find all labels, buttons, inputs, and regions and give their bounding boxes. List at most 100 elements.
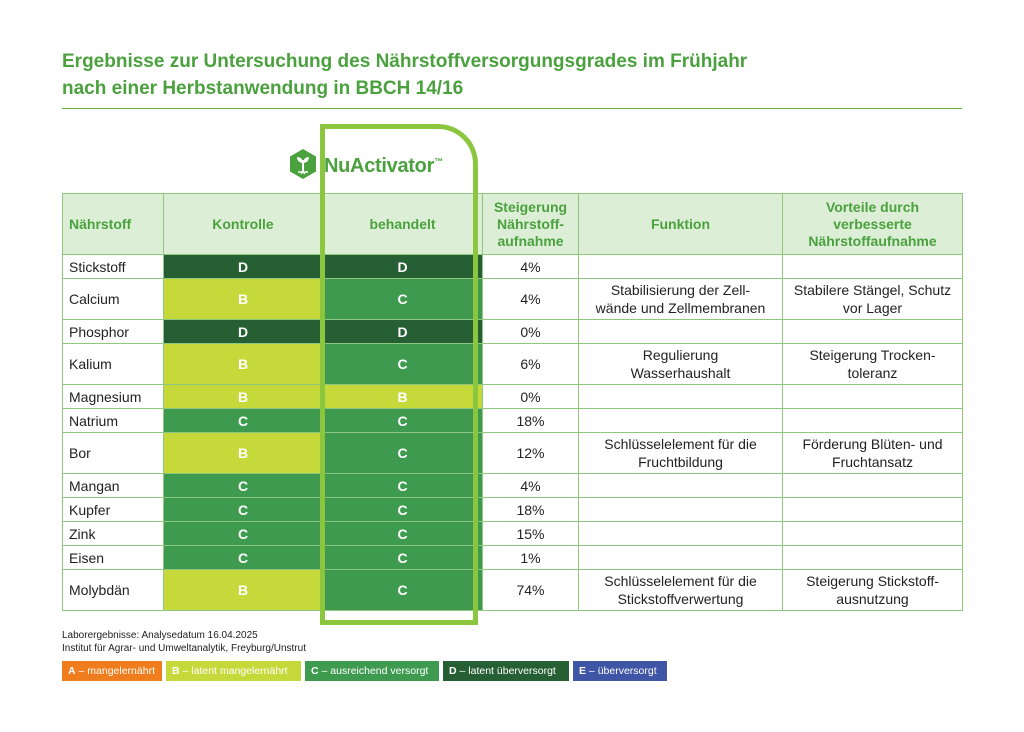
nutrient-name: Mangan <box>62 473 164 498</box>
treated-grade: D <box>322 254 483 279</box>
benefit-text <box>782 384 963 409</box>
nutrient-name: Kupfer <box>62 497 164 522</box>
table-row: Molybdän B C 74% Schlüsselelement für di… <box>62 569 963 611</box>
treated-grade: C <box>322 497 483 522</box>
nutrient-name: Zink <box>62 521 164 546</box>
nutrient-name: Molybdän <box>62 569 164 611</box>
table-row: Calcium B C 4% Stabilisierung der Zell-w… <box>62 278 963 320</box>
control-grade: C <box>163 473 323 498</box>
function-text <box>578 408 783 433</box>
nutrient-name: Phosphor <box>62 319 164 344</box>
treated-grade: C <box>322 278 483 320</box>
benefit-text: Förderung Blüten- und Fruchtansatz <box>782 432 963 474</box>
increase-value: 6% <box>482 343 579 385</box>
function-text <box>578 545 783 570</box>
benefit-text: Steigerung Trocken-toleranz <box>782 343 963 385</box>
function-text <box>578 254 783 279</box>
benefit-text <box>782 254 963 279</box>
treated-grade: C <box>322 521 483 546</box>
lab-footnote: Laborergebnisse: Analysedatum 16.04.2025… <box>62 629 306 655</box>
benefit-text: Steigerung Stickstoff-ausnutzung <box>782 569 963 611</box>
title-line-1: Ergebnisse zur Untersuchung des Nährstof… <box>62 51 748 72</box>
increase-value: 4% <box>482 254 579 279</box>
control-grade: C <box>163 545 323 570</box>
table-row: Bor B C 12% Schlüsselelement für die Fruc… <box>62 432 963 474</box>
increase-value: 0% <box>482 384 579 409</box>
control-grade: B <box>163 343 323 385</box>
table-row: Eisen C C 1% <box>62 545 963 570</box>
treated-grade: D <box>322 319 483 344</box>
treated-column-highlight-bottom <box>320 620 478 625</box>
control-grade: C <box>163 497 323 522</box>
benefit-text <box>782 497 963 522</box>
table-row: Stickstoff D D 4% <box>62 254 963 279</box>
footnote-date: Laborergebnisse: Analysedatum 16.04.2025 <box>62 630 258 641</box>
table-row: Natrium C C 18% <box>62 408 963 433</box>
treated-grade: C <box>322 545 483 570</box>
increase-value: 18% <box>482 497 579 522</box>
control-grade: B <box>163 278 323 320</box>
table-row: Zink C C 15% <box>62 521 963 546</box>
function-text <box>578 497 783 522</box>
table-row: Kalium B C 6% Regulierung Wasserhaushalt … <box>62 343 963 385</box>
nuactivator-logo: NuActivator™ <box>288 148 443 185</box>
benefit-text <box>782 408 963 433</box>
treated-grade: C <box>322 473 483 498</box>
benefit-text <box>782 319 963 344</box>
function-text: Schlüsselelement für die Stickstoffverwer… <box>578 569 783 611</box>
header-treated: behandelt <box>322 193 483 255</box>
control-grade: D <box>163 254 323 279</box>
function-text <box>578 384 783 409</box>
title-divider <box>62 108 962 109</box>
increase-value: 1% <box>482 545 579 570</box>
table-row: Kupfer C C 18% <box>62 497 963 522</box>
nutrient-name: Magnesium <box>62 384 164 409</box>
benefit-text: Stabilere Stängel, Schutz vor Lager <box>782 278 963 320</box>
treated-grade: C <box>322 343 483 385</box>
control-grade: B <box>163 432 323 474</box>
table-header-row: Nährstoff Kontrolle behandelt Steigerung… <box>62 193 963 255</box>
increase-value: 4% <box>482 473 579 498</box>
nutrient-name: Kalium <box>62 343 164 385</box>
increase-value: 18% <box>482 408 579 433</box>
header-increase: Steigerung Nährstoff- aufnahme <box>482 193 579 255</box>
header-function: Funktion <box>578 193 783 255</box>
benefit-text <box>782 521 963 546</box>
function-text: Stabilisierung der Zell-wände und Zellme… <box>578 278 783 320</box>
treated-grade: C <box>322 432 483 474</box>
benefit-text <box>782 545 963 570</box>
legend-item-b: B – latent mangelernährt <box>166 661 301 681</box>
legend-item-e: E – überversorgt <box>573 661 667 681</box>
header-nutrient: Nährstoff <box>62 193 164 255</box>
increase-value: 12% <box>482 432 579 474</box>
table-row: Mangan C C 4% <box>62 473 963 498</box>
treated-grade: B <box>322 384 483 409</box>
nutrient-name: Stickstoff <box>62 254 164 279</box>
grade-legend: A – mangelernährt B – latent mangelernäh… <box>62 661 667 681</box>
control-grade: C <box>163 521 323 546</box>
header-control: Kontrolle <box>163 193 323 255</box>
legend-item-d: D – latent überversorgt <box>443 661 569 681</box>
treated-grade: C <box>322 408 483 433</box>
page-title: Ergebnisse zur Untersuchung des Nährstof… <box>62 48 962 102</box>
treated-grade: C <box>322 569 483 611</box>
legend-item-c: C – ausreichend versorgt <box>305 661 439 681</box>
increase-value: 74% <box>482 569 579 611</box>
benefit-text <box>782 473 963 498</box>
control-grade: B <box>163 384 323 409</box>
increase-value: 15% <box>482 521 579 546</box>
nutrient-name: Natrium <box>62 408 164 433</box>
control-grade: D <box>163 319 323 344</box>
title-line-2: nach einer Herbstanwendung in BBCH 14/16 <box>62 78 464 99</box>
legend-item-a: A – mangelernährt <box>62 661 162 681</box>
increase-value: 0% <box>482 319 579 344</box>
nutrient-table: Nährstoff Kontrolle behandelt Steigerung… <box>62 193 963 611</box>
increase-value: 4% <box>482 278 579 320</box>
control-grade: B <box>163 569 323 611</box>
hexagon-plant-icon <box>288 148 318 185</box>
header-benefits: Vorteile durch verbesserte Nährstoffaufn… <box>782 193 963 255</box>
control-grade: C <box>163 408 323 433</box>
function-text: Schlüsselelement für die Fruchtbildung <box>578 432 783 474</box>
footnote-institute: Institut für Agrar- und Umweltanalytik, … <box>62 643 306 654</box>
function-text <box>578 319 783 344</box>
